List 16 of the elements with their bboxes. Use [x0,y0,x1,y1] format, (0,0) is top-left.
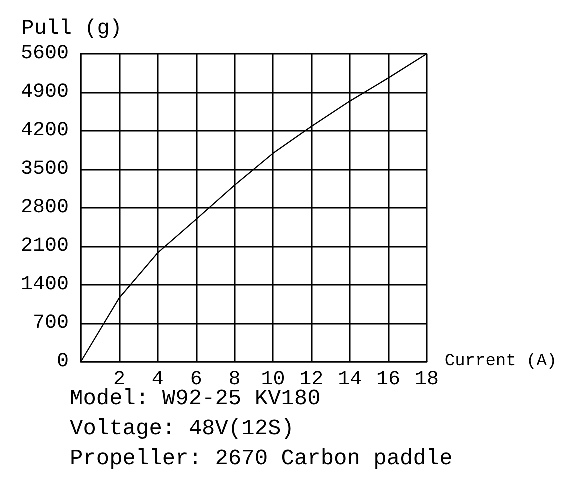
y-tick-label: 2800 [20,196,69,220]
y-axis-title: Pull (g) [22,18,122,41]
y-tick-label: 2100 [20,235,69,258]
text: Propeller: 2670 Carbon paddle [70,446,453,472]
y-tick-label: 0 [56,350,69,374]
y-tick-label: 4200 [20,120,69,142]
y-tick-label: 3500 [20,158,69,181]
y-tick-label: 5600 [20,42,69,66]
text: Voltage: 48V(12S) [70,416,294,442]
x-tick-label: 16 [376,368,401,392]
x-tick-label: 14 [338,368,362,392]
y-tick-label: 700 [32,312,69,335]
x-tick-label: 18 [414,368,440,392]
y-tick-label: 4900 [20,81,69,104]
x-axis-title: Current (A) [444,352,558,372]
y-tick-label: 1400 [20,274,69,296]
